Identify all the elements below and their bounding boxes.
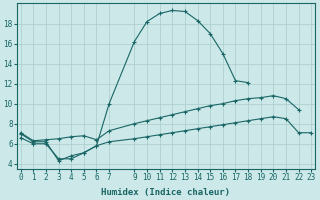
X-axis label: Humidex (Indice chaleur): Humidex (Indice chaleur) [101, 188, 230, 197]
